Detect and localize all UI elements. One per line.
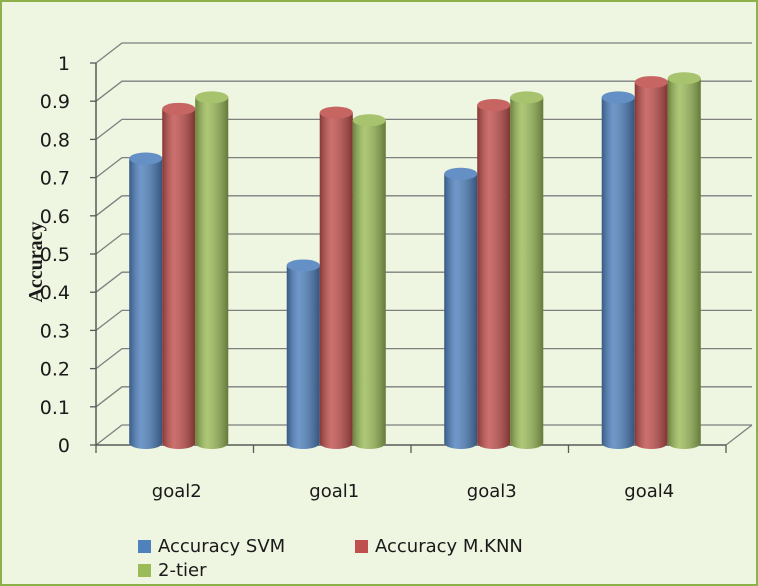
y-axis-title: Accuracy xyxy=(25,221,47,302)
legend-swatch-mknn xyxy=(355,540,368,553)
bar-shading xyxy=(286,265,320,449)
bar-top-highlight xyxy=(352,114,386,127)
y-tick-label: 0.4 xyxy=(40,282,70,304)
legend-item-svm: Accuracy SVM xyxy=(138,536,285,557)
gridline xyxy=(95,80,752,102)
bar-top xyxy=(352,114,386,127)
bar xyxy=(195,91,229,449)
y-tick-label: 0.6 xyxy=(40,206,70,228)
bar-top-highlight xyxy=(162,102,196,115)
y-tick-label: 0.8 xyxy=(40,129,70,151)
legend-label-svm: Accuracy SVM xyxy=(158,536,286,557)
bar-top xyxy=(667,72,701,85)
legend-swatch-svm xyxy=(138,540,151,553)
bar-shading xyxy=(634,82,668,449)
bar-shading xyxy=(352,120,386,450)
x-tick-label: goal1 xyxy=(309,481,359,502)
legend-item-2tier: 2-tier xyxy=(138,560,206,581)
floor-edge xyxy=(725,424,753,446)
bar xyxy=(477,99,511,450)
bar xyxy=(319,106,353,449)
bar xyxy=(162,102,196,449)
y-tick-label: 0.7 xyxy=(40,168,70,190)
legend-item-mknn: Accuracy M.KNN xyxy=(355,536,523,557)
bar-top xyxy=(601,91,635,104)
bar-top-highlight xyxy=(634,76,668,89)
bar xyxy=(444,167,478,449)
bar-top xyxy=(162,102,196,115)
bar-top-highlight xyxy=(319,106,353,119)
y-tick-label: 0.1 xyxy=(40,397,70,419)
bar-top-highlight xyxy=(195,91,229,104)
bar xyxy=(352,114,386,450)
bar-top xyxy=(195,91,229,104)
y-tick-label: 1 xyxy=(58,53,70,75)
x-tick-label: goal2 xyxy=(152,481,202,502)
bar-top-highlight xyxy=(477,99,511,112)
bar-top xyxy=(510,91,544,104)
bar-top xyxy=(634,76,668,89)
bar-shading xyxy=(195,97,229,449)
x-tick-label: goal3 xyxy=(467,481,517,502)
bar-top-highlight xyxy=(129,152,163,165)
bar-top xyxy=(477,99,511,112)
bar-top-highlight xyxy=(286,259,320,272)
y-tick-label: 0.3 xyxy=(40,320,70,342)
y-tick-label: 0.5 xyxy=(40,244,70,266)
bar xyxy=(634,76,668,449)
bar xyxy=(129,152,163,449)
bar-top-highlight xyxy=(510,91,544,104)
bar-top-highlight xyxy=(667,72,701,85)
bar-shading xyxy=(601,97,635,449)
bar-shading xyxy=(129,158,163,449)
bar-shading xyxy=(667,78,701,449)
y-tick-label: 0.2 xyxy=(40,359,70,381)
x-tick-label: goal4 xyxy=(624,481,674,502)
legend-label-mknn: Accuracy M.KNN xyxy=(375,536,523,557)
legend-swatch-2tier xyxy=(138,564,151,577)
bar xyxy=(286,259,320,449)
legend-label-2tier: 2-tier xyxy=(158,560,207,581)
bar-top xyxy=(286,259,320,272)
bar xyxy=(601,91,635,449)
bar xyxy=(510,91,544,449)
bar-top-highlight xyxy=(444,167,478,180)
bar xyxy=(667,72,701,449)
gridline xyxy=(95,42,752,64)
legend: Accuracy SVM Accuracy M.KNN 2-tier xyxy=(138,536,738,584)
bar-top xyxy=(319,106,353,119)
bar-shading xyxy=(319,112,353,449)
y-tick-label: 0.9 xyxy=(40,91,70,113)
bar-shading xyxy=(444,173,478,449)
bar-top xyxy=(444,167,478,180)
bar-top xyxy=(129,152,163,165)
bar-shading xyxy=(477,105,511,450)
bar-shading xyxy=(510,97,544,449)
bar-shading xyxy=(162,108,196,449)
bar-top-highlight xyxy=(601,91,635,104)
y-tick-label: 0 xyxy=(58,435,70,457)
